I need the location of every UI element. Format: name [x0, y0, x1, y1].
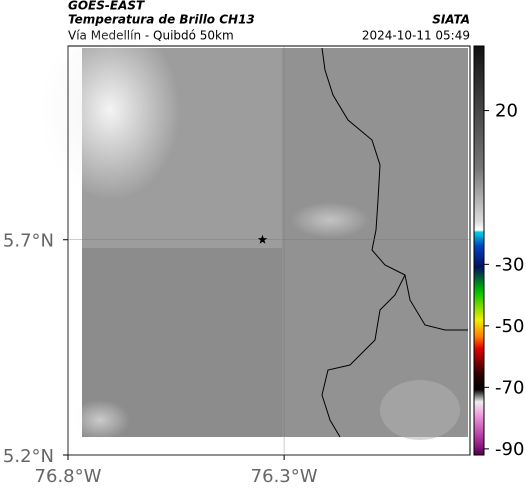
source: SIATA: [432, 13, 470, 27]
y-tick-label: 5.7°N: [3, 231, 54, 252]
colorbar-tick-label: -70: [495, 377, 524, 398]
colorbar-tick-label: -30: [495, 254, 524, 275]
colorbar-tick-label: 20: [495, 101, 518, 122]
x-tick-label: 76.8°W: [35, 466, 102, 487]
satellite-image: [40, 20, 468, 440]
border: [321, 47, 468, 438]
x-tick-label: 76.3°W: [251, 466, 318, 487]
location-marker: [257, 234, 268, 244]
colorbar-tick-label: -50: [495, 316, 524, 337]
y-tick-label: 5.2°N: [3, 446, 54, 467]
timestamp: 2024-10-11 05:49: [362, 29, 470, 43]
satellite: GOES-EAST: [68, 0, 145, 13]
colorbar: [473, 45, 485, 456]
colorbar-tick-label: -90: [495, 439, 524, 460]
